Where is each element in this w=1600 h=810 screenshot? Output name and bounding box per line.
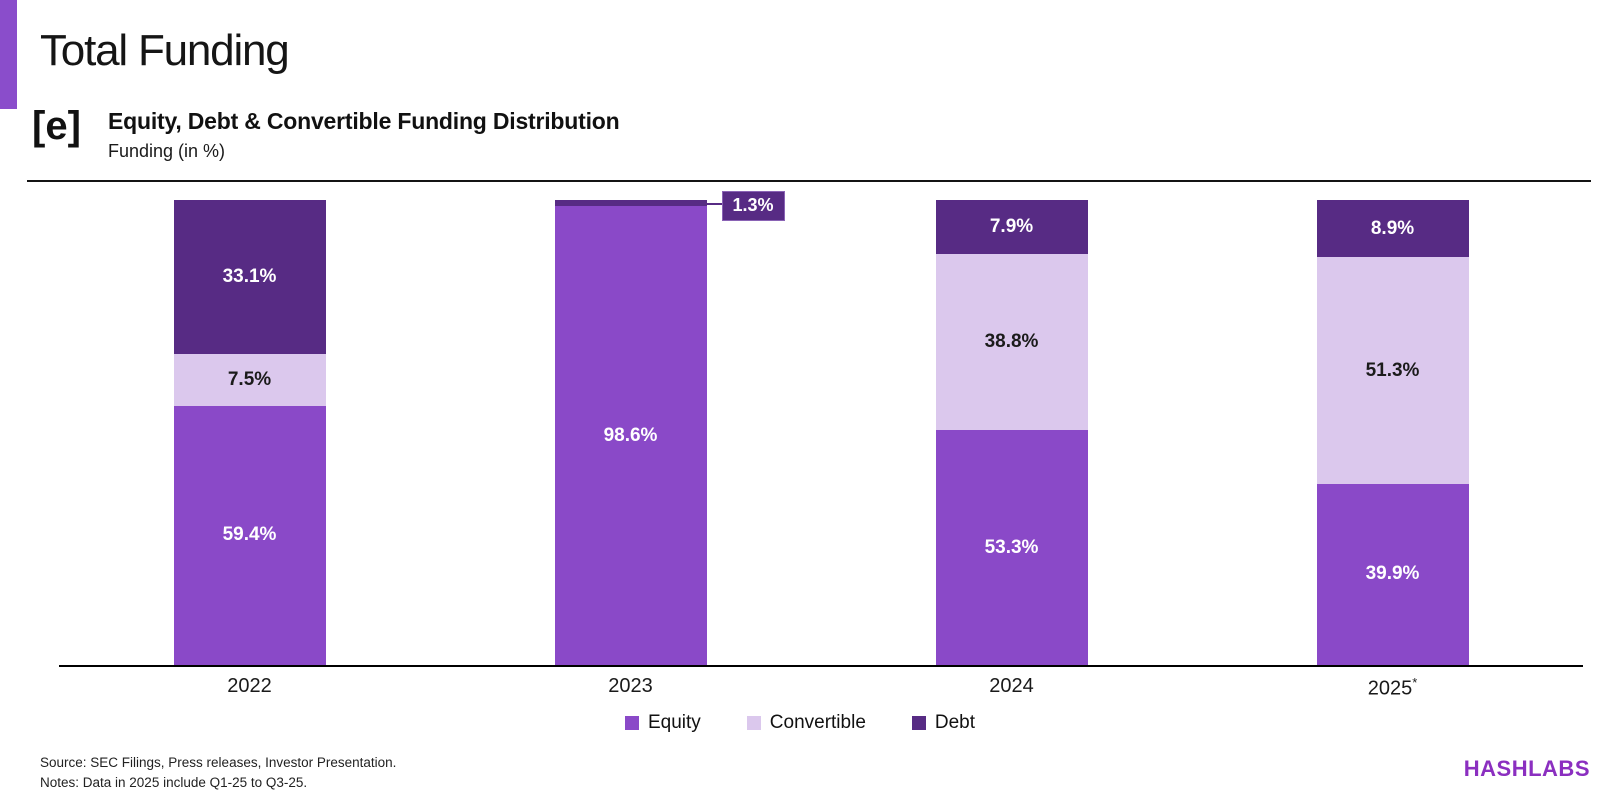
stacked-bar: 98.6% xyxy=(554,200,707,665)
footer-notes: Notes: Data in 2025 include Q1-25 to Q3-… xyxy=(40,775,308,790)
data-label: 7.5% xyxy=(227,369,272,391)
header-divider xyxy=(27,180,1591,182)
legend-swatch xyxy=(624,716,639,730)
data-label: 51.3% xyxy=(1365,359,1420,381)
bar-column-2022: 33.1% 7.5% 59.4% 2022 xyxy=(59,200,440,697)
data-label: 8.9% xyxy=(1370,217,1415,239)
segment-debt xyxy=(554,200,707,206)
segment-debt: 7.9% xyxy=(935,200,1088,254)
legend-swatch xyxy=(746,716,761,730)
callout-connector xyxy=(688,203,725,205)
legend-label: Equity xyxy=(647,712,701,733)
legend-swatch xyxy=(911,716,926,730)
legend: Equity Convertible Debt xyxy=(0,712,1600,734)
data-label: 39.9% xyxy=(1365,563,1420,585)
legend-item-equity: Equity xyxy=(624,712,701,734)
segment-equity: 59.4% xyxy=(173,405,326,665)
footer-source: Source: SEC Filings, Press releases, Inv… xyxy=(40,755,397,770)
legend-item-debt: Debt xyxy=(911,712,976,734)
data-label: 59.4% xyxy=(222,524,277,546)
legend-label: Convertible xyxy=(769,712,866,733)
chart-title: Equity, Debt & Convertible Funding Distr… xyxy=(108,108,620,134)
segment-equity: 39.9% xyxy=(1316,483,1469,665)
segment-debt: 33.1% xyxy=(173,200,326,355)
page-title: Total Funding xyxy=(40,26,290,75)
data-label: 53.3% xyxy=(984,536,1039,558)
entity-logo: [e] xyxy=(32,104,81,148)
x-axis-label: 2023 xyxy=(608,675,653,697)
x-axis-label: 2022 xyxy=(227,675,272,697)
brand-logo: HASHLABS xyxy=(1463,756,1590,781)
x-axis-label: 2024 xyxy=(989,675,1034,697)
x-axis-label: 2025* xyxy=(1367,675,1418,700)
segment-convertible: 7.5% xyxy=(173,354,326,406)
segment-equity: 98.6% xyxy=(554,206,707,665)
bar-column-2025: 8.9% 51.3% 39.9% 2025* xyxy=(1202,200,1583,700)
callout-label: 1.3% xyxy=(721,191,785,221)
segment-debt: 8.9% xyxy=(1316,200,1469,258)
stacked-bar: 8.9% 51.3% 39.9% xyxy=(1316,200,1469,665)
data-label: 33.1% xyxy=(222,266,277,288)
data-label: 7.9% xyxy=(989,215,1034,237)
bar-column-2023: 98.6% 1.3% 2023 xyxy=(440,191,821,697)
segment-equity: 53.3% xyxy=(935,430,1088,665)
stacked-bar: 33.1% 7.5% 59.4% xyxy=(173,200,326,665)
bar-column-2024: 7.9% 38.8% 53.3% 2024 xyxy=(821,200,1202,697)
plot-area: 33.1% 7.5% 59.4% 2022 98.6% 1.3% 2023 7.9% 38.8%… xyxy=(59,191,1583,700)
data-label: 38.8% xyxy=(984,330,1039,352)
accent-bar xyxy=(0,0,17,109)
segment-convertible: 38.8% xyxy=(935,253,1088,431)
data-label: 98.6% xyxy=(603,424,658,446)
chart-subtitle: Funding (in %) xyxy=(108,141,226,161)
legend-item-convertible: Convertible xyxy=(746,712,866,734)
segment-convertible: 51.3% xyxy=(1316,257,1469,484)
legend-label: Debt xyxy=(934,712,976,733)
stacked-bar: 7.9% 38.8% 53.3% xyxy=(935,200,1088,665)
